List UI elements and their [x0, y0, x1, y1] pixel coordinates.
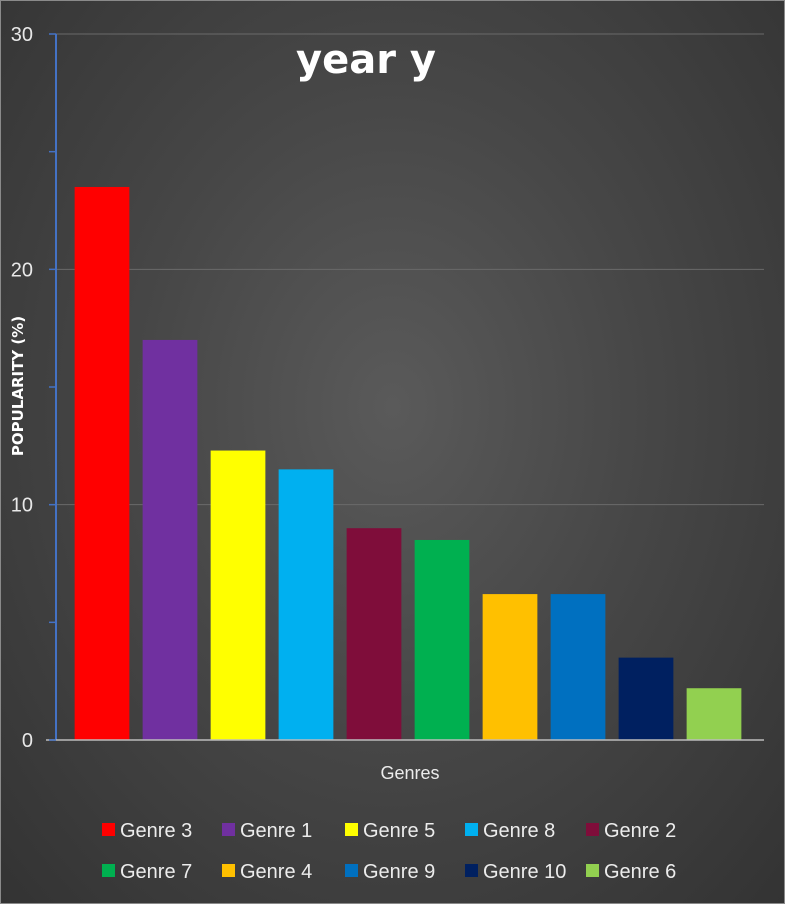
- legend-label: Genre 4: [240, 861, 312, 883]
- legend-swatch: [465, 864, 478, 877]
- legend-label: Genre 2: [604, 820, 676, 842]
- bars: [74, 186, 742, 740]
- legend-item: Genre 4: [222, 861, 312, 883]
- legend-label: Genre 1: [240, 820, 312, 842]
- legend-item: Genre 3: [102, 820, 192, 842]
- legend-swatch: [465, 823, 478, 836]
- legend-swatch: [345, 864, 358, 877]
- legend-swatch: [222, 823, 235, 836]
- axes: [46, 33, 764, 741]
- legend: Genre 3 Genre 1 Genre 5 Genre 8 Genre 2 Genre…: [102, 820, 676, 883]
- bar-genre-8: [278, 469, 334, 740]
- legend-label: Genre 8: [483, 820, 555, 842]
- bar-genre-2: [346, 528, 402, 740]
- y-tick-label: 30: [11, 24, 33, 46]
- bar-genre-6: [686, 688, 742, 740]
- legend-swatch: [586, 823, 599, 836]
- y-tick-labels: 0 10 20 30: [11, 24, 33, 752]
- y-tick-label: 10: [11, 495, 33, 517]
- y-axis-title: POPULARITY (%): [9, 316, 27, 456]
- bar-genre-4: [482, 594, 538, 740]
- bar-genre-3: [74, 186, 130, 740]
- y-tick-label: 20: [11, 259, 33, 281]
- legend-swatch: [586, 864, 599, 877]
- legend-item: Genre 1: [222, 820, 312, 842]
- legend-swatch: [102, 823, 115, 836]
- legend-label: Genre 5: [363, 820, 435, 842]
- legend-label: Genre 3: [120, 820, 192, 842]
- legend-label: Genre 10: [483, 861, 566, 883]
- legend-label: Genre 6: [604, 861, 676, 883]
- bar-genre-9: [550, 594, 606, 740]
- chart-title: year y: [296, 37, 436, 83]
- legend-item: Genre 5: [345, 820, 435, 842]
- legend-item: Genre 10: [465, 861, 566, 883]
- x-axis-title: Genres: [380, 763, 439, 783]
- legend-item: Genre 7: [102, 861, 192, 883]
- legend-swatch: [102, 864, 115, 877]
- legend-label: Genre 7: [120, 861, 192, 883]
- bar-genre-10: [618, 657, 674, 740]
- y-tick-label: 0: [22, 730, 33, 752]
- legend-swatch: [222, 864, 235, 877]
- legend-item: Genre 9: [345, 861, 435, 883]
- legend-swatch: [345, 823, 358, 836]
- legend-item: Genre 6: [586, 861, 676, 883]
- bar-genre-7: [414, 539, 470, 740]
- legend-item: Genre 8: [465, 820, 555, 842]
- legend-label: Genre 9: [363, 861, 435, 883]
- bar-genre-5: [210, 450, 266, 740]
- legend-item: Genre 2: [586, 820, 676, 842]
- bar-genre-1: [142, 339, 198, 740]
